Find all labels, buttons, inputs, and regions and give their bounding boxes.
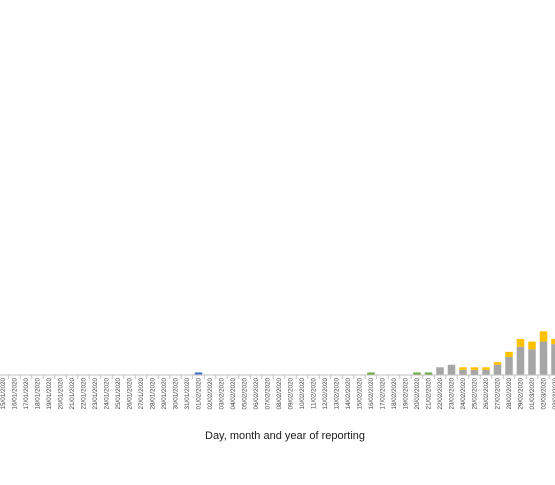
bar-segment — [482, 369, 490, 375]
x-tick-label: 25/01/2020 — [115, 378, 122, 410]
x-tick-label: 28/02/2020 — [506, 378, 513, 410]
bar-segment — [505, 357, 513, 375]
x-tick-label: 18/01/2020 — [35, 378, 42, 410]
bar-segment — [551, 339, 555, 345]
x-tick-label: 21/02/2020 — [426, 378, 433, 410]
bar-segment — [551, 344, 555, 375]
x-tick-label: 02/02/2020 — [207, 378, 214, 410]
x-tick-label: 06/02/2020 — [253, 378, 260, 410]
bar-segment — [516, 339, 525, 347]
x-tick-label: 20/02/2020 — [414, 378, 421, 410]
x-tick-label: 19/02/2020 — [403, 378, 410, 410]
bar-segment — [459, 367, 467, 370]
bar-segment — [528, 341, 536, 350]
x-tick-label: 02/03/2020 — [541, 378, 548, 410]
x-tick-label: 29/01/2020 — [161, 378, 168, 410]
bar-segment — [505, 351, 513, 357]
bar-segment — [470, 367, 479, 370]
x-tick-label: 13/02/2020 — [334, 378, 341, 410]
x-tick-label: 30/01/2020 — [173, 378, 180, 410]
x-tick-label: 21/01/2020 — [69, 378, 76, 410]
bar-segment — [482, 367, 490, 370]
x-tick-label: 14/02/2020 — [345, 378, 352, 410]
bar-segment — [367, 372, 375, 375]
x-tick-label: 27/02/2020 — [495, 378, 502, 410]
x-tick-label: 05/02/2020 — [242, 378, 249, 410]
x-tick-label: 03/03/2020 — [552, 378, 555, 410]
x-tick-marks — [8, 375, 550, 379]
bar-segment — [539, 331, 548, 342]
x-tick-label: 23/01/2020 — [92, 378, 99, 410]
x-tick-label: 12/02/2020 — [322, 378, 329, 410]
x-tick-labels: 15/01/2020 16/01/2020 17/01/2020 18/01/2020… — [0, 378, 555, 410]
x-tick-label: 15/01/2020 — [0, 378, 7, 410]
x-tick-label: 16/01/2020 — [12, 378, 19, 410]
x-tick-label: 01/02/2020 — [196, 378, 203, 410]
bar-segment — [493, 364, 502, 375]
x-tick-label: 11/02/2020 — [311, 378, 318, 410]
x-tick-label: 22/01/2020 — [81, 378, 88, 410]
bar-segment — [539, 341, 548, 375]
bar-segment — [493, 362, 502, 365]
x-tick-label: 09/02/2020 — [288, 378, 295, 410]
x-tick-label: 29/02/2020 — [518, 378, 525, 410]
x-axis-title: Day, month and year of reporting — [205, 430, 365, 442]
x-tick-label: 04/02/2020 — [230, 378, 237, 410]
x-tick-label: 20/01/2020 — [58, 378, 65, 410]
x-tick-label: 25/02/2020 — [472, 378, 479, 410]
x-tick-label: 28/01/2020 — [150, 378, 157, 410]
x-tick-label: 03/02/2020 — [219, 378, 226, 410]
x-tick-label: 22/02/2020 — [437, 378, 444, 410]
x-tick-label: 08/02/2020 — [276, 378, 283, 410]
x-tick-label: 24/02/2020 — [460, 378, 467, 410]
bar-segment — [470, 369, 479, 375]
x-tick-label: 17/01/2020 — [23, 378, 30, 410]
bar-segment — [436, 367, 444, 375]
bar-segment — [528, 349, 536, 375]
x-tick-label: 26/02/2020 — [483, 378, 490, 410]
x-tick-label: 07/02/2020 — [265, 378, 272, 410]
x-tick-label: 24/01/2020 — [104, 378, 111, 410]
bar-segment — [459, 369, 467, 375]
x-tick-label: 17/02/2020 — [380, 378, 387, 410]
x-tick-label: 18/02/2020 — [391, 378, 398, 410]
bar-segment — [424, 372, 433, 375]
x-tick-label: 26/01/2020 — [127, 378, 134, 410]
x-tick-label: 01/03/2020 — [529, 378, 536, 410]
x-tick-label: 31/01/2020 — [184, 378, 191, 410]
x-tick-label: 10/02/2020 — [299, 378, 306, 410]
bars-group — [194, 331, 555, 375]
x-tick-label: 19/01/2020 — [46, 378, 53, 410]
x-tick-label: 27/01/2020 — [138, 378, 145, 410]
x-tick-label: 16/02/2020 — [368, 378, 375, 410]
bar-segment — [194, 372, 203, 375]
bar-segment — [447, 364, 456, 375]
bar-segment — [413, 372, 421, 375]
x-tick-label: 23/02/2020 — [449, 378, 456, 410]
x-tick-label: 15/02/2020 — [357, 378, 364, 410]
bar-segment — [516, 346, 525, 375]
